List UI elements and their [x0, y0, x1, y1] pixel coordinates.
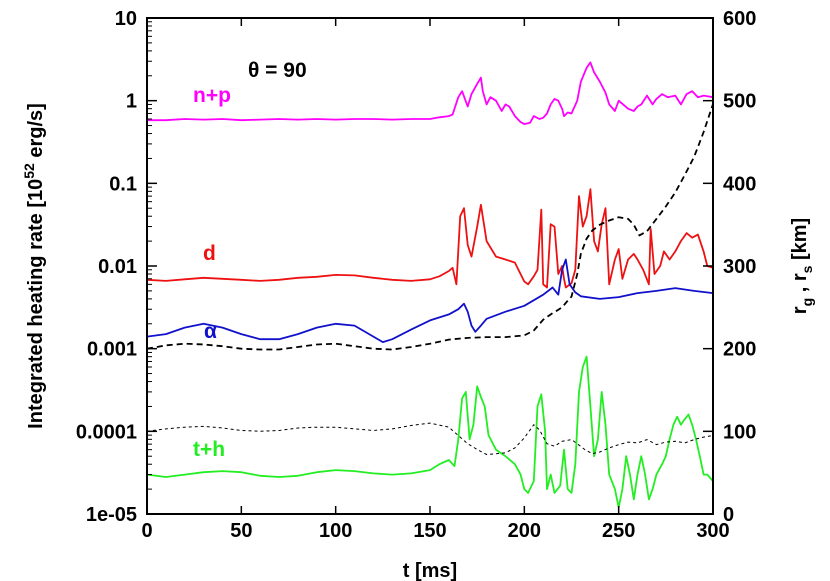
series-line-4 [147, 103, 713, 351]
series-line-0 [147, 61, 713, 125]
series-line-3 [147, 355, 713, 509]
y-left-tick-label: 10 [115, 8, 137, 30]
series-label-3: t+h [193, 438, 225, 461]
series-label-2: α [204, 320, 217, 343]
labels-layer: 0 50 100 150 200 250 300 10 1 0.1 0.01 0.001 0.0001 1… [76, 8, 757, 542]
series-label-1: d [203, 242, 216, 265]
x-tick-label: 0 [141, 520, 152, 542]
y-left-axis-label: Integrated heating rate [1052 erg/s] [21, 103, 47, 429]
y-right-tick-label: 600 [723, 8, 756, 30]
y-right-axis-label: rg , rs [km] [789, 218, 815, 314]
series-layer [147, 61, 713, 509]
x-tick-label: 50 [230, 520, 252, 542]
y-right-tick-label: 300 [723, 256, 756, 278]
y-right-tick-label: 400 [723, 173, 756, 195]
y-right-label-unit: [km] [789, 218, 811, 266]
y-right-label-rs-sub: s [799, 265, 815, 273]
y-right-tick-label: 500 [723, 91, 756, 113]
y-right-label-rg: r [789, 306, 811, 314]
y-right-tick-label: 0 [723, 504, 734, 526]
y-right-label-rg-sub: g [799, 298, 815, 307]
y-left-tick-label: 0.0001 [76, 421, 137, 443]
series-line-5 [147, 422, 713, 455]
x-tick-label: 300 [696, 520, 729, 542]
ticks-layer [146, 17, 714, 515]
y-right-label-sep: , [789, 281, 811, 298]
y-left-label-suffix: erg/s] [25, 103, 47, 163]
y-left-label-exponent: 52 [21, 163, 37, 179]
theta-annotation: θ = 90 [248, 59, 307, 82]
plot-frame [146, 17, 714, 515]
y-right-tick-label: 100 [723, 421, 756, 443]
x-axis-label: t [ms] [403, 560, 457, 581]
series-line-1 [147, 188, 713, 289]
y-right-tick-label: 200 [723, 339, 756, 361]
x-tick-label: 100 [319, 520, 352, 542]
y-left-label-prefix: Integrated heating rate [10 [25, 179, 47, 429]
y-left-tick-label: 0.1 [109, 173, 137, 195]
y-left-tick-label: 1 [126, 91, 137, 113]
x-tick-label: 250 [602, 520, 635, 542]
y-left-tick-label: 1e-05 [86, 504, 137, 526]
x-tick-label: 200 [508, 520, 541, 542]
y-right-label-rs: r [789, 273, 811, 281]
y-left-tick-label: 0.001 [87, 339, 137, 361]
series-line-2 [147, 258, 713, 343]
y-left-tick-label: 0.01 [98, 256, 137, 278]
x-tick-label: 150 [413, 520, 446, 542]
series-label-0: n+p [193, 84, 231, 107]
